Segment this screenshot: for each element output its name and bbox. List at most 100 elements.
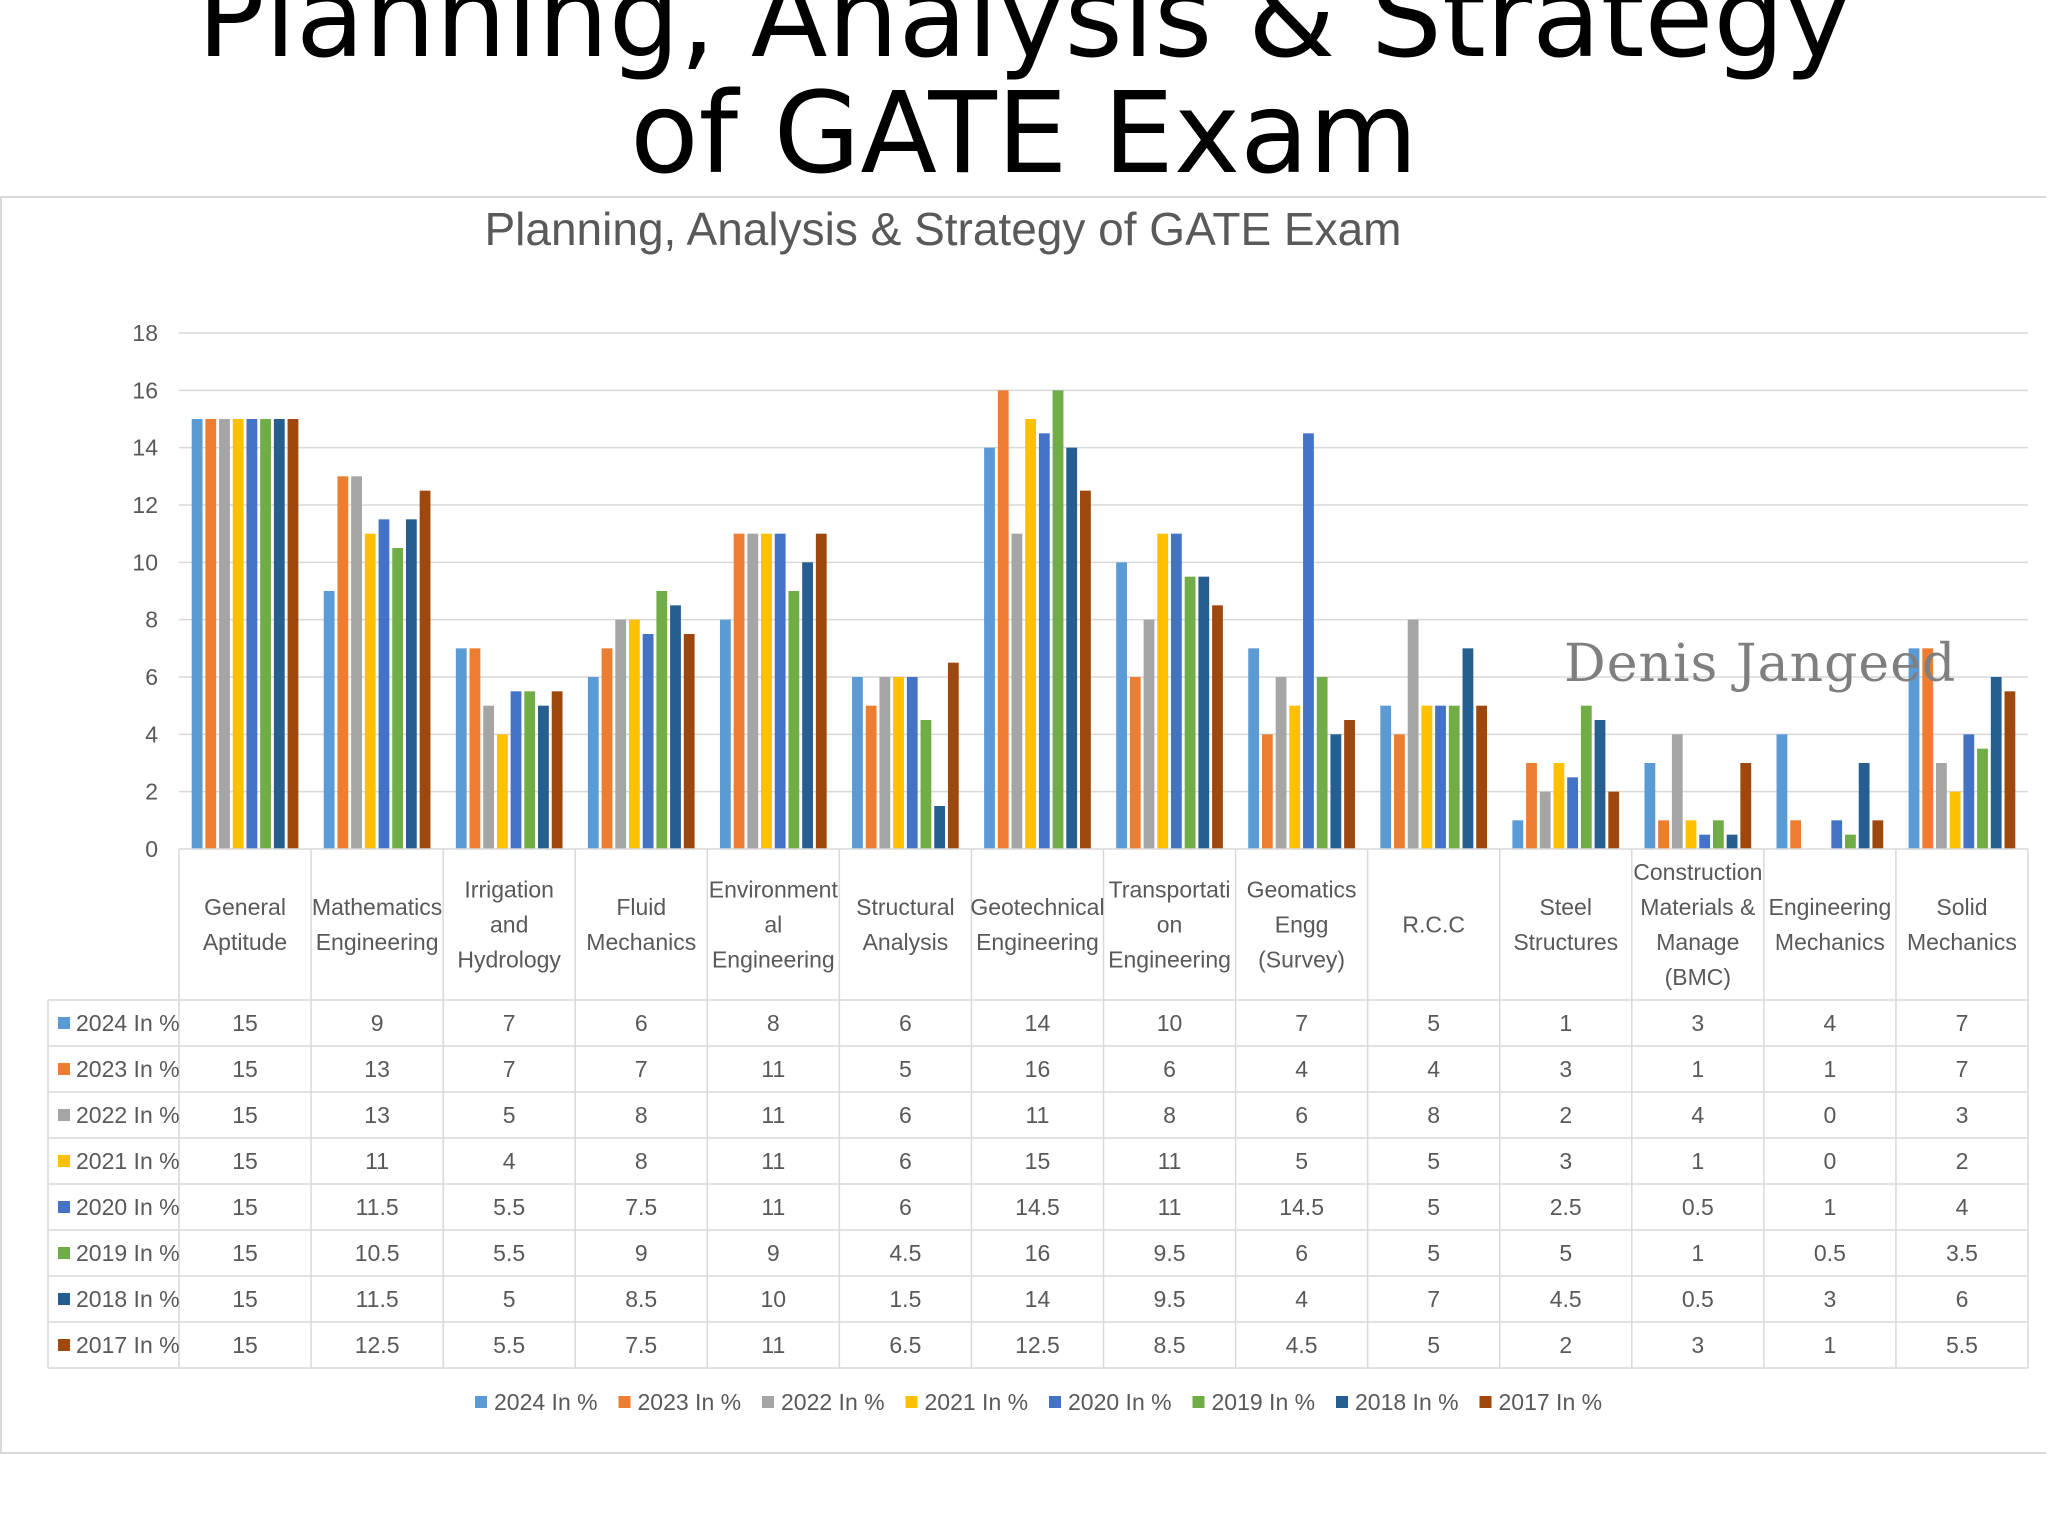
bar — [1908, 648, 1920, 849]
x-category-label-line: Solid — [1936, 894, 1987, 920]
bar — [524, 691, 536, 849]
x-category-label-line: Analysis — [863, 929, 949, 955]
table-cell-value: 1 — [1823, 1056, 1836, 1082]
table-series-label: 2024 In % — [76, 1010, 180, 1036]
table-cell-value: 8 — [767, 1010, 780, 1036]
table-cell-value: 14.5 — [1015, 1194, 1060, 1220]
bar — [1644, 763, 1656, 849]
bar — [1872, 820, 1884, 849]
bar — [1671, 734, 1683, 849]
table-cell-value: 6 — [899, 1148, 912, 1174]
table-cell-value: 1 — [1691, 1148, 1704, 1174]
x-category-label: Engineering Mechanics — [1769, 894, 1892, 955]
table-cell-value: 14 — [1025, 1010, 1051, 1036]
legend-label: 2023 In % — [638, 1389, 742, 1415]
table-legend-key — [58, 1339, 70, 1351]
legend-key — [1479, 1396, 1492, 1408]
bar — [1990, 677, 2002, 849]
bar — [906, 677, 918, 849]
table-cell-value: 14.5 — [1279, 1194, 1324, 1220]
table-cell-value: 11 — [365, 1148, 389, 1174]
table-cell-value: 5 — [503, 1286, 516, 1312]
bar — [1261, 734, 1273, 849]
bar — [1476, 705, 1488, 849]
bar — [1407, 619, 1419, 849]
x-category-label-line: Structural — [856, 894, 954, 920]
bar — [1845, 834, 1856, 849]
bar — [205, 419, 217, 849]
bar — [1740, 763, 1752, 849]
bar — [191, 419, 203, 849]
x-category-label-line: Construction — [1633, 859, 1762, 885]
table-cell-value: 15 — [232, 1148, 258, 1174]
bar — [1776, 734, 1788, 849]
x-category-label-line: General — [204, 894, 286, 920]
legend-label: 2017 In % — [1499, 1389, 1603, 1415]
table-cell-value: 5 — [899, 1056, 912, 1082]
table-cell-value: 1.5 — [889, 1286, 921, 1312]
bar — [1212, 605, 1223, 849]
bar — [469, 648, 481, 849]
bar — [984, 447, 995, 849]
bar — [656, 591, 668, 849]
x-category-label-line: al — [764, 912, 782, 938]
table-cell-value: 7.5 — [625, 1332, 657, 1358]
table-cell-value: 4 — [1691, 1102, 1704, 1128]
bar — [719, 619, 731, 849]
bar — [378, 519, 390, 849]
bar — [1790, 820, 1802, 849]
bar — [419, 490, 431, 849]
x-category-label: Environment al Engineering — [709, 877, 839, 973]
table-cell-value: 5 — [1427, 1010, 1440, 1036]
table-cell-value: 7 — [1295, 1010, 1308, 1036]
y-tick-label: 4 — [145, 721, 158, 747]
x-category-label-line: R.C.C — [1402, 912, 1465, 938]
bar — [1394, 734, 1405, 849]
table-cell-value: 5 — [1427, 1194, 1440, 1220]
bar — [629, 619, 640, 849]
table-cell-value: 5 — [503, 1102, 516, 1128]
table-cell-value: 5 — [1427, 1332, 1440, 1358]
y-tick-label: 0 — [145, 836, 158, 862]
table-cell-value: 3 — [1691, 1010, 1704, 1036]
x-category-label-line: Mechanics — [586, 929, 696, 955]
bar — [2004, 691, 2016, 849]
bar — [683, 634, 695, 849]
x-category-label-line: Transportati — [1109, 877, 1231, 903]
x-category-label: Irrigation and Hydrology — [457, 877, 561, 973]
table-cell-value: 10.5 — [355, 1240, 400, 1266]
table-cell-value: 13 — [364, 1056, 390, 1082]
table-cell-value: 0 — [1823, 1102, 1836, 1128]
table-series-label: 2023 In % — [76, 1056, 180, 1082]
bar — [815, 533, 827, 849]
table-cell-value: 15 — [232, 1010, 258, 1036]
table-cell-value: 2.5 — [1550, 1194, 1582, 1220]
x-category-label-line: Irrigation — [464, 877, 553, 903]
bar — [1025, 419, 1037, 849]
legend-label: 2024 In % — [494, 1389, 598, 1415]
bar — [1963, 734, 1975, 849]
x-category-label-line: (Survey) — [1258, 947, 1345, 973]
bar — [934, 806, 946, 849]
legend-label: 2022 In % — [781, 1389, 885, 1415]
table-cell-value: 9.5 — [1154, 1286, 1186, 1312]
bar — [219, 419, 230, 849]
bar — [1512, 820, 1524, 849]
x-category-label: Structural Analysis — [856, 894, 954, 955]
bar — [1066, 447, 1078, 849]
table-cell-value: 1 — [1559, 1010, 1572, 1036]
table-cell-value: 2 — [1956, 1148, 1969, 1174]
table-cell-value: 16 — [1025, 1240, 1051, 1266]
table-legend-key — [58, 1201, 70, 1213]
chart-svg: Planning, Analysis & Strategy of GATE Ex… — [47, 203, 2029, 1415]
x-category-label-line: Mathematics — [312, 894, 442, 920]
watermark-text: Denis Jangeed — [1564, 634, 1957, 694]
table-cell-value: 6 — [1295, 1240, 1308, 1266]
bar — [1858, 763, 1870, 849]
bar — [1344, 720, 1355, 849]
table-cell-value: 4 — [1295, 1056, 1308, 1082]
bar — [947, 662, 959, 849]
bar — [337, 476, 349, 849]
legend-label: 2021 In % — [925, 1389, 1029, 1415]
table-cell-value: 3 — [1823, 1286, 1836, 1312]
